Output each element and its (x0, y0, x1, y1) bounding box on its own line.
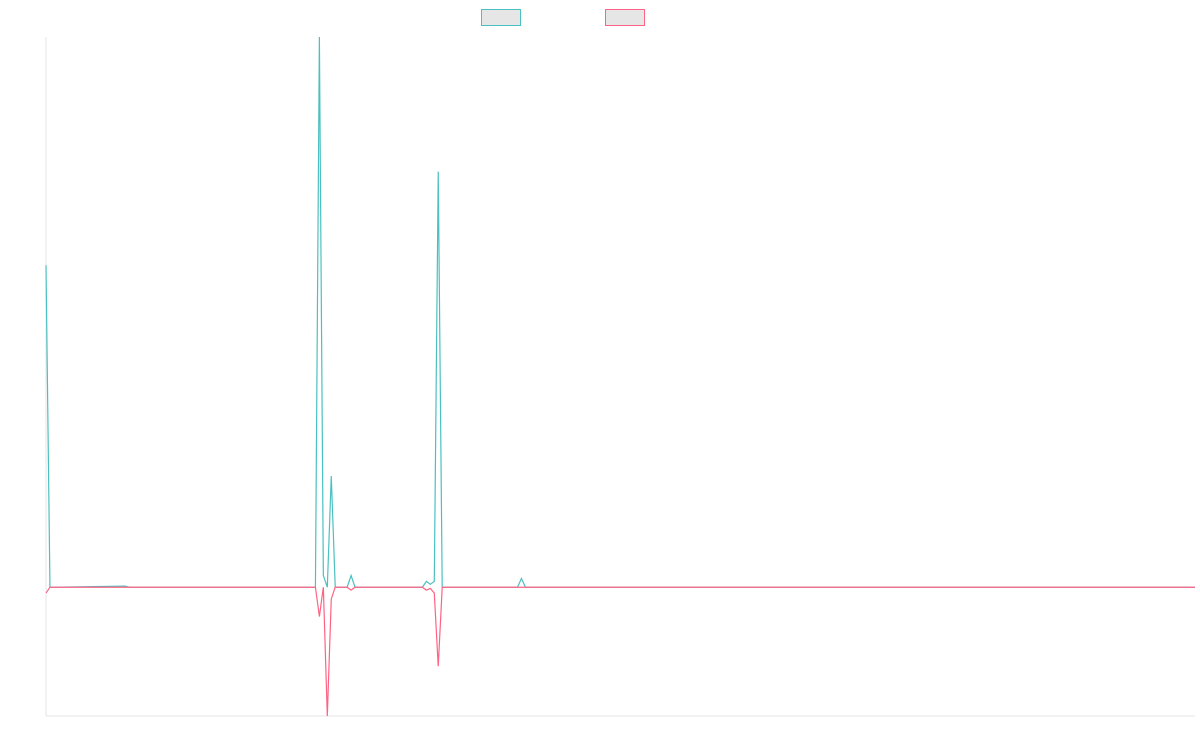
legend (481, 9, 645, 26)
series-layer (45, 36, 1195, 717)
legend-swatch-2[interactable] (605, 9, 645, 26)
series-line-1 (45, 36, 1195, 588)
series-line-2 (45, 586, 1195, 717)
axes (45, 37, 1195, 717)
legend-swatch-1[interactable] (481, 9, 521, 26)
